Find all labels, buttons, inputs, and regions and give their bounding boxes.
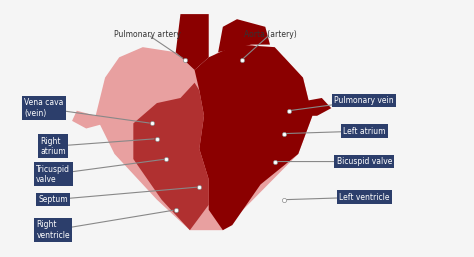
Polygon shape — [195, 45, 312, 230]
Text: Right
atrium: Right atrium — [40, 137, 66, 156]
Text: Pulmonary artery: Pulmonary artery — [114, 30, 181, 39]
Polygon shape — [218, 19, 270, 52]
Text: Septum: Septum — [38, 195, 68, 204]
Text: Left ventricle: Left ventricle — [339, 193, 390, 202]
Polygon shape — [133, 83, 209, 230]
Polygon shape — [176, 14, 209, 70]
Polygon shape — [96, 45, 312, 230]
Text: Right
ventricle: Right ventricle — [36, 221, 70, 240]
Text: Aorta (artery): Aorta (artery) — [244, 30, 296, 39]
Text: Left atrium: Left atrium — [343, 126, 385, 135]
Polygon shape — [72, 111, 105, 128]
Text: Tricuspid
valve: Tricuspid valve — [36, 164, 70, 184]
Text: Vena cava
(vein): Vena cava (vein) — [24, 98, 64, 118]
Text: Bicuspid valve: Bicuspid valve — [337, 157, 392, 166]
Polygon shape — [293, 98, 331, 116]
Text: Pulmonary vein: Pulmonary vein — [335, 96, 394, 105]
